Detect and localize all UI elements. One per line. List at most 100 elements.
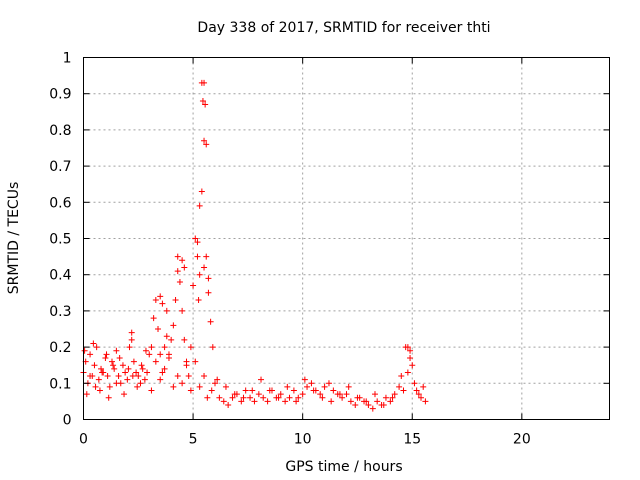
data-point: [301, 376, 308, 383]
data-point: [113, 347, 120, 354]
data-point: [415, 391, 422, 398]
data-point: [255, 391, 262, 398]
data-point: [110, 362, 117, 369]
data-point: [354, 394, 361, 401]
data-point: [201, 137, 208, 144]
y-tick-label: 0.5: [49, 232, 71, 248]
data-point: [116, 354, 123, 361]
data-points: [80, 79, 429, 412]
data-point: [339, 394, 346, 401]
y-tick-label: 0.7: [49, 159, 71, 175]
data-point: [195, 297, 202, 304]
data-point: [192, 358, 199, 365]
data-point: [142, 347, 149, 354]
data-point: [87, 373, 94, 380]
data-point: [222, 383, 229, 390]
data-point: [190, 282, 197, 289]
x-tick-label: 0: [79, 432, 88, 448]
data-point: [99, 369, 106, 376]
data-point: [404, 344, 411, 351]
data-point: [161, 344, 168, 351]
data-point: [345, 383, 352, 390]
y-tick-label: 0.9: [49, 87, 71, 103]
data-point: [148, 387, 155, 394]
axis-ticks: [83, 57, 610, 420]
data-point: [159, 300, 166, 307]
data-point: [249, 387, 256, 394]
data-point: [198, 188, 205, 195]
data-point: [409, 362, 416, 369]
data-point: [113, 380, 120, 387]
y-tick-label: 0.8: [49, 123, 71, 139]
data-point: [310, 387, 317, 394]
chart-title: Day 338 of 2017, SRMTID for receiver tht…: [197, 20, 490, 36]
data-point: [247, 394, 254, 401]
data-point: [201, 79, 208, 86]
data-point: [363, 398, 370, 405]
data-point: [105, 394, 112, 401]
x-axis-title: GPS time / hours: [285, 459, 402, 475]
data-point: [108, 358, 115, 365]
data-point: [317, 391, 324, 398]
data-point: [141, 376, 148, 383]
data-point: [185, 373, 192, 380]
data-point: [258, 376, 265, 383]
data-point: [93, 344, 100, 351]
data-point: [194, 253, 201, 260]
data-point: [352, 402, 359, 409]
data-point: [407, 347, 414, 354]
data-point: [207, 318, 214, 325]
data-point: [161, 365, 168, 372]
data-point: [91, 362, 98, 369]
x-tick-labels: 0 5 10 15 20: [79, 432, 531, 448]
data-point: [389, 394, 396, 401]
data-point: [179, 307, 186, 314]
data-point: [179, 380, 186, 387]
data-point: [374, 398, 381, 405]
data-point: [90, 340, 97, 347]
data-point: [174, 268, 181, 275]
data-point: [199, 97, 206, 104]
data-point: [192, 235, 199, 242]
data-point: [204, 394, 211, 401]
data-point: [159, 369, 166, 376]
y-tick-label: 0.1: [49, 376, 71, 392]
data-point: [400, 387, 407, 394]
data-point: [282, 398, 289, 405]
data-point: [304, 383, 311, 390]
data-point: [87, 351, 94, 358]
data-point: [138, 362, 145, 369]
data-point: [203, 253, 210, 260]
data-point: [209, 344, 216, 351]
data-point: [212, 380, 218, 387]
data-point: [290, 387, 297, 394]
data-point: [277, 391, 284, 398]
data-point: [214, 376, 221, 383]
data-point: [347, 398, 354, 405]
x-tick-label: 20: [513, 432, 531, 448]
data-point: [187, 344, 194, 351]
data-point: [81, 347, 88, 354]
data-point: [365, 402, 372, 409]
y-tick-label: 0: [63, 413, 72, 429]
data-point: [115, 373, 122, 380]
data-point: [172, 297, 179, 304]
data-point: [83, 391, 90, 398]
data-point: [157, 293, 164, 300]
data-point: [152, 297, 159, 304]
y-tick-labels: 0 0.1 0.2 0.3 0.4 0.5 0.6 0.7 0.8 0.9 1: [49, 51, 71, 429]
y-axis-title: SRMTID / TECUs: [6, 182, 22, 295]
data-point: [229, 394, 236, 401]
y-tick-label: 0.6: [49, 195, 71, 211]
data-point: [157, 376, 164, 383]
data-point: [181, 336, 188, 343]
data-point: [266, 387, 273, 394]
data-point: [413, 387, 420, 394]
data-point: [321, 383, 328, 390]
data-point: [369, 405, 376, 412]
y-tick-label: 0.3: [49, 304, 71, 320]
data-point: [264, 398, 271, 405]
data-point: [135, 373, 142, 380]
data-point: [202, 101, 209, 108]
